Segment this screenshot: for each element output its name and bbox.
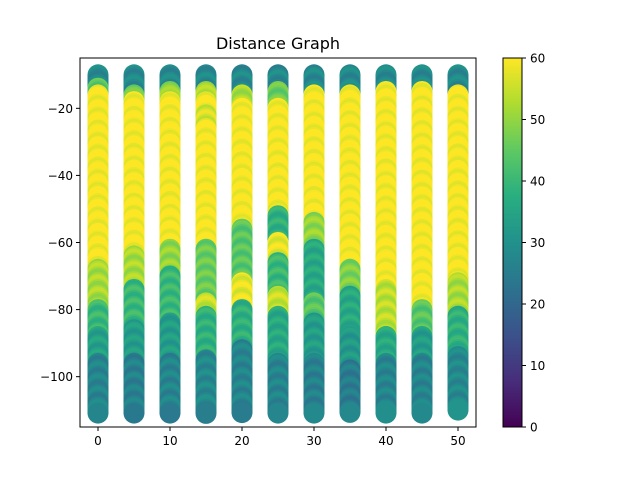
point-column-35 bbox=[339, 64, 361, 423]
scatter-point bbox=[123, 402, 145, 424]
point-column-5 bbox=[123, 64, 145, 424]
colorbar-tick-label: 30 bbox=[530, 236, 545, 250]
scatter-point bbox=[159, 402, 181, 424]
x-tick-label: 50 bbox=[450, 434, 465, 448]
scatter-point bbox=[447, 399, 469, 421]
point-column-15 bbox=[195, 64, 217, 424]
x-axis: 0 10 20 30 40 50 bbox=[94, 427, 466, 448]
x-tick-label: 30 bbox=[306, 434, 321, 448]
colorbar-tick-label: 50 bbox=[530, 113, 545, 127]
colorbar-tick-label: 60 bbox=[530, 52, 545, 66]
point-column-25 bbox=[267, 64, 289, 424]
point-column-0 bbox=[87, 64, 109, 424]
scatter-point bbox=[339, 401, 361, 423]
scatter-point bbox=[231, 402, 253, 424]
scatter-point bbox=[267, 402, 289, 424]
y-tick-label: −20 bbox=[48, 102, 73, 116]
y-tick-label: −80 bbox=[48, 303, 73, 317]
x-tick-label: 10 bbox=[162, 434, 177, 448]
colorbar-axis: 0 10 20 30 40 50 60 bbox=[522, 52, 545, 435]
y-tick-label: −40 bbox=[48, 169, 73, 183]
scatter-point bbox=[87, 402, 109, 424]
point-column-45 bbox=[411, 64, 433, 424]
scatter-points bbox=[87, 64, 469, 424]
scatter-point bbox=[375, 402, 397, 424]
colorbar-tick-label: 40 bbox=[530, 175, 545, 189]
y-tick-label: −60 bbox=[48, 236, 73, 250]
point-column-10 bbox=[159, 64, 181, 424]
point-column-20 bbox=[231, 64, 253, 424]
scatter-point bbox=[195, 402, 217, 424]
x-tick-label: 20 bbox=[234, 434, 249, 448]
colorbar bbox=[502, 57, 523, 428]
colorbar-tick-label: 0 bbox=[530, 421, 538, 435]
point-column-40 bbox=[375, 64, 397, 424]
point-column-50 bbox=[447, 64, 469, 421]
scatter-point bbox=[303, 402, 325, 424]
y-tick-label: −100 bbox=[40, 370, 73, 384]
point-column-30 bbox=[303, 64, 325, 424]
x-tick-label: 0 bbox=[94, 434, 102, 448]
chart-title: Distance Graph bbox=[216, 34, 340, 53]
colorbar-tick-label: 10 bbox=[530, 359, 545, 373]
colorbar-tick-label: 20 bbox=[530, 298, 545, 312]
y-axis: −20 −40 −60 −80 −100 bbox=[40, 102, 80, 384]
x-tick-label: 40 bbox=[378, 434, 393, 448]
scatter-point bbox=[411, 402, 433, 424]
